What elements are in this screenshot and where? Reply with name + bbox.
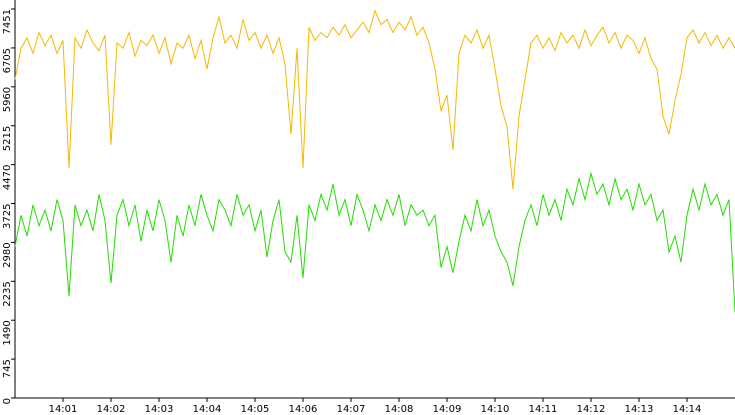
y-tick-label: 0: [2, 398, 13, 404]
y-tick-label: 745: [2, 359, 13, 378]
x-tick-label: 14:03: [145, 404, 174, 415]
series-line: [14, 9, 735, 190]
x-tick-label: 14:01: [49, 404, 78, 415]
y-tick-label: 1490: [2, 320, 13, 345]
x-tick-label: 14:13: [625, 404, 654, 415]
y-tick-label: 2980: [2, 242, 13, 267]
y-tick-label: 2235: [2, 281, 13, 306]
x-tick-label: 14:04: [193, 404, 222, 415]
y-tick-label: 5960: [2, 87, 13, 112]
x-tick-label: 14:06: [289, 404, 318, 415]
x-tick-label: 14:02: [97, 404, 126, 415]
x-tick-label: 14:11: [529, 404, 558, 415]
y-tick-label: 4470: [2, 165, 13, 190]
x-tick-label: 14:12: [577, 404, 606, 415]
y-tick-label: 3725: [2, 204, 13, 229]
x-tick-label: 14:07: [337, 404, 366, 415]
x-tick-label: 14:09: [433, 404, 462, 415]
x-tick-label: 14:08: [385, 404, 414, 415]
y-tick-label: 6705: [2, 48, 13, 73]
y-tick-label: 7451: [2, 9, 13, 34]
x-tick-label: 14:14: [673, 404, 702, 415]
series-line: [14, 171, 735, 312]
y-tick-label: 5215: [2, 126, 13, 151]
x-tick-label: 14:05: [241, 404, 270, 415]
x-tick-label: 14:10: [481, 404, 510, 415]
